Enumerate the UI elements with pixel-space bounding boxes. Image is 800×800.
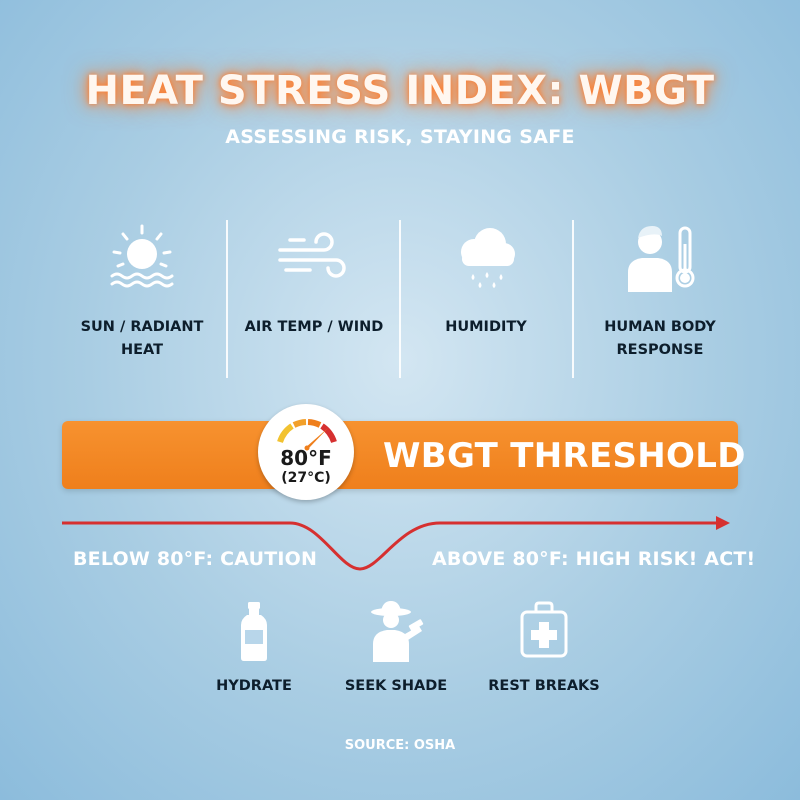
first-aid-kit-icon	[520, 601, 568, 658]
water-bottle-icon	[241, 602, 267, 661]
divider	[572, 220, 574, 378]
factor-label-line1: AIR TEMP / WIND	[244, 319, 384, 335]
factor-label-line2: RESPONSE	[616, 342, 704, 358]
factor-label-line1: HUMIDITY	[445, 319, 527, 335]
gauge-value-c: (27°C)	[281, 470, 331, 486]
threshold-band	[62, 421, 738, 489]
action-label: REST BREAKS	[488, 678, 600, 694]
factor-label-line2: HEAT	[120, 342, 164, 358]
action-seek-shade: SEEK SHADE	[326, 600, 466, 694]
zone-below-label: BELOW 80°F: CAUTION	[73, 548, 318, 570]
risk-trend-arrow	[62, 516, 730, 571]
action-label: SEEK SHADE	[344, 678, 448, 694]
factor-label-line1: HUMAN BODY	[604, 319, 716, 335]
person-thermometer-icon	[628, 226, 695, 292]
factor-human-body: HUMAN BODY RESPONSE	[575, 222, 745, 362]
action-label: HYDRATE	[216, 678, 292, 694]
threshold-label: WBGT THRESHOLD	[383, 436, 746, 476]
rain-cloud-icon	[461, 228, 515, 288]
factor-humidity: HUMIDITY	[401, 222, 571, 339]
factor-label-line1: SUN / RADIANT	[80, 319, 204, 335]
divider	[399, 220, 401, 378]
factor-wind: AIR TEMP / WIND	[229, 222, 399, 339]
action-rest-breaks: REST BREAKS	[474, 600, 614, 694]
page-subtitle: ASSESSING RISK, STAYING SAFE	[225, 126, 575, 148]
gauge	[258, 404, 354, 500]
divider	[226, 220, 228, 378]
page-title: HEAT STRESS INDEX: WBGT	[85, 68, 715, 114]
zone-above-label: ABOVE 80°F: HIGH RISK! ACT!	[432, 548, 756, 570]
worker-shade-icon	[371, 601, 424, 662]
source-credit: SOURCE: OSHA	[344, 738, 456, 753]
gauge-dial-icon	[277, 419, 337, 451]
gauge-value-f: 80°F	[280, 446, 332, 470]
factor-sun: SUN / RADIANT HEAT	[57, 222, 227, 362]
sun-radiant-icon	[110, 224, 174, 288]
wind-icon	[278, 232, 346, 278]
action-hydrate: HYDRATE	[184, 600, 324, 694]
